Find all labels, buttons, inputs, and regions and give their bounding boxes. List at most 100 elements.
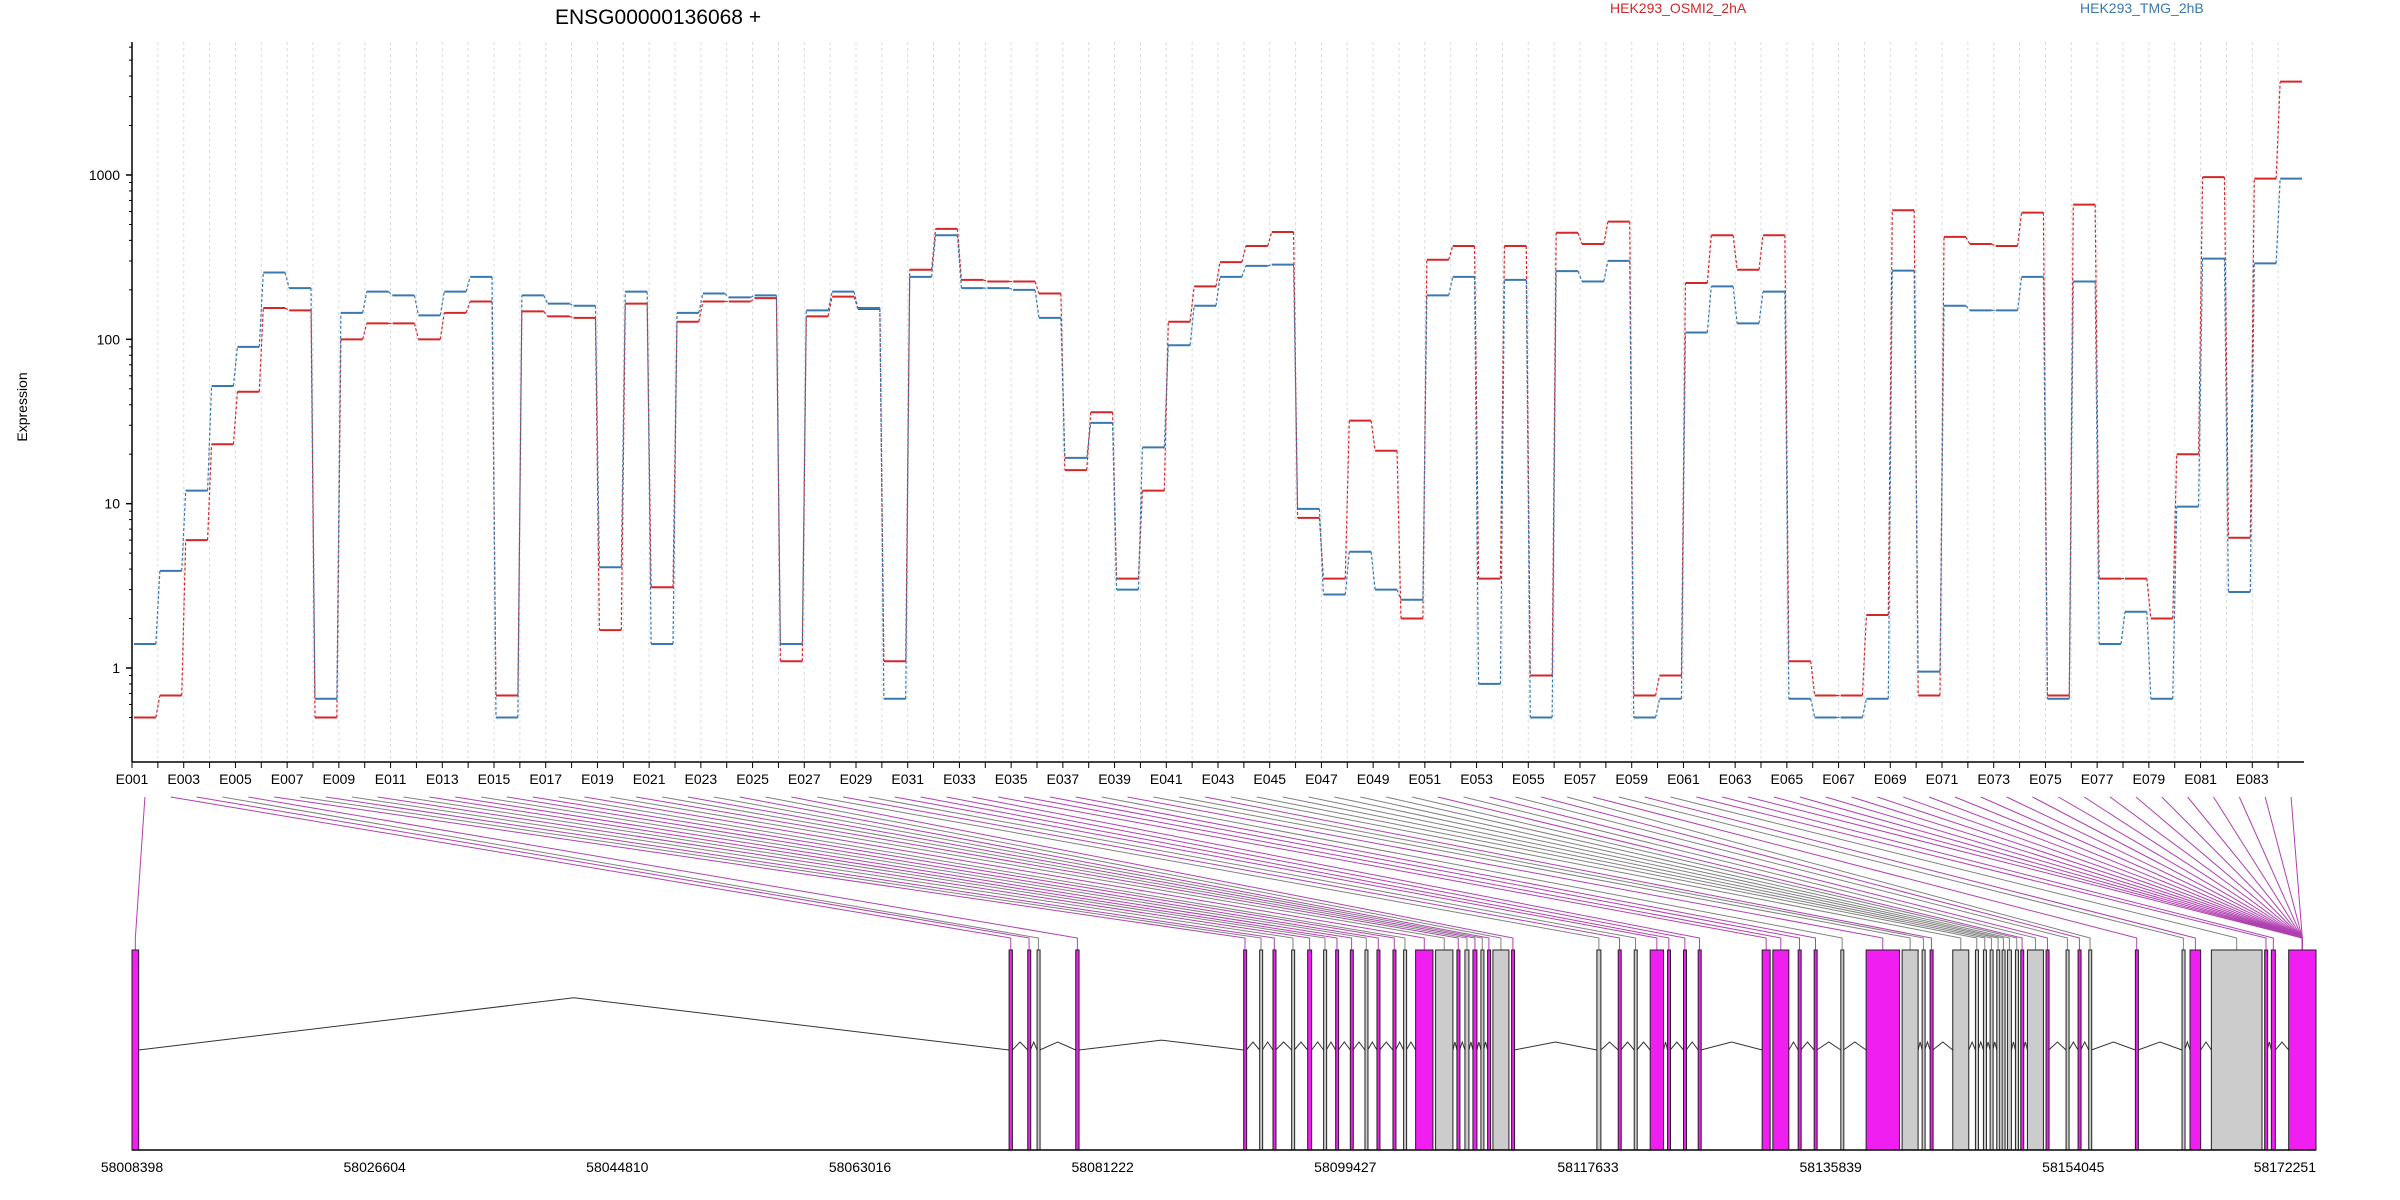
exon-connector-E025 [765,796,1502,950]
series-connector [569,315,574,319]
series-connector [2146,578,2152,619]
exon-connector-E029 [868,796,1637,950]
exon-connector-E018 [584,796,1425,950]
x-tick-label: E017 [529,771,562,787]
series-connector [1163,345,1169,448]
series-connector [1137,447,1144,590]
series-connector [1603,260,1609,282]
series-connector [1810,698,1816,718]
series-connector [1758,235,1764,270]
exon-highlighted [1027,949,1032,1151]
exon-connector-E050 [1411,796,2018,950]
y-axis-label: Expression [14,372,30,441]
intron [1078,1039,1244,1051]
series-connector [2068,281,2074,699]
intron [1311,1041,1325,1051]
series-connector [879,308,885,699]
exon-connector-E052 [1463,796,2036,950]
series-connector [465,276,471,292]
exon-connector-E046 [1308,796,1992,950]
intron [2080,1040,2090,1051]
intron [1337,1041,1351,1051]
intron [1843,1041,1867,1051]
exon-highlighted [1865,949,1900,1151]
series-connector [1758,291,1764,324]
exon-connector-E030 [894,796,1658,950]
series-connector [155,570,161,645]
series-connector [1370,551,1376,590]
series-connector [206,444,213,541]
exon-highlighted [2288,949,2317,1151]
series-connector [284,272,290,289]
genomic-tick-label: 58026604 [344,1159,407,1175]
exon-connector-E007 [299,796,1262,950]
series-connector [181,490,187,571]
series-osmi2 [134,80,2302,719]
series-connector [1732,286,1738,324]
intron [1816,1041,1842,1051]
exon [1974,949,1979,1151]
exon-highlighted [1511,949,1516,1151]
exon-connector-E043 [1230,796,1962,950]
series-connector [1551,271,1557,718]
genomic-axis: 58008398 58026604 58044810 58063016 58081222… [101,1159,2316,1175]
series-connector [2172,506,2178,699]
series-connector [698,301,704,322]
exon-highlighted [2270,949,2276,1151]
intron [1325,1041,1337,1051]
exon-highlighted [1683,949,1688,1151]
series-connector [672,312,678,644]
series-connector [1732,235,1738,270]
exon-connector-E062 [1722,796,2274,950]
intron [2091,1041,2136,1051]
x-tick-label: E011 [375,771,407,787]
exon-connector-E008 [325,796,1275,950]
series-connector [594,305,601,568]
legend-entry-osmi2: HEK293_OSMI2_2hA [1610,0,1747,16]
series-connector [2016,212,2023,247]
exon-highlighted [1761,949,1771,1151]
exon-connector-E011 [403,796,1326,950]
x-tick-label: E057 [1564,771,1597,787]
exon-highlighted [1243,949,1248,1151]
series-connector [1189,286,1195,322]
series-connector [956,235,963,289]
intron [138,997,1010,1051]
series-connector [413,295,420,316]
x-tick-label: E055 [1512,771,1545,787]
series-connector [2275,178,2281,264]
exon-connector-E005 [248,796,1078,950]
x-tick-label: E083 [2236,771,2269,787]
exon-connector-E036 [1049,796,1800,950]
genomic-tick-label: 58172251 [2254,1159,2317,1175]
intron [1620,1041,1635,1051]
x-tick-label: E003 [167,771,200,787]
series-connector [1292,264,1299,509]
exon-connector-E012 [429,796,1338,950]
series-connector [2197,177,2204,455]
series-connector [1861,698,1868,718]
series-connector [1267,231,1273,247]
intron [2068,1041,2079,1051]
intron [1636,1041,1651,1051]
exon [1633,949,1638,1151]
intron [1405,1041,1417,1051]
exon-highlighted [2264,949,2269,1151]
intron [1977,1040,1984,1051]
exon-connector-E048 [1360,796,2004,950]
series-connector [569,303,574,307]
x-tick-label: E047 [1305,771,1338,787]
gridlines [157,42,2279,762]
intron [1800,1041,1815,1051]
series-connector [1422,295,1428,600]
series-connector [310,288,316,699]
y-axis: 1 10 100 1000 [89,42,133,762]
exon [2001,949,2006,1151]
exon [2088,949,2093,1151]
x-tick-label: E067 [1822,771,1855,787]
intron [1261,1041,1274,1051]
x-tick-label: E037 [1047,771,1080,787]
exon-connector-E041 [1179,796,1924,950]
x-tick-label: E081 [2184,771,2217,787]
x-tick-label: E019 [581,771,614,787]
